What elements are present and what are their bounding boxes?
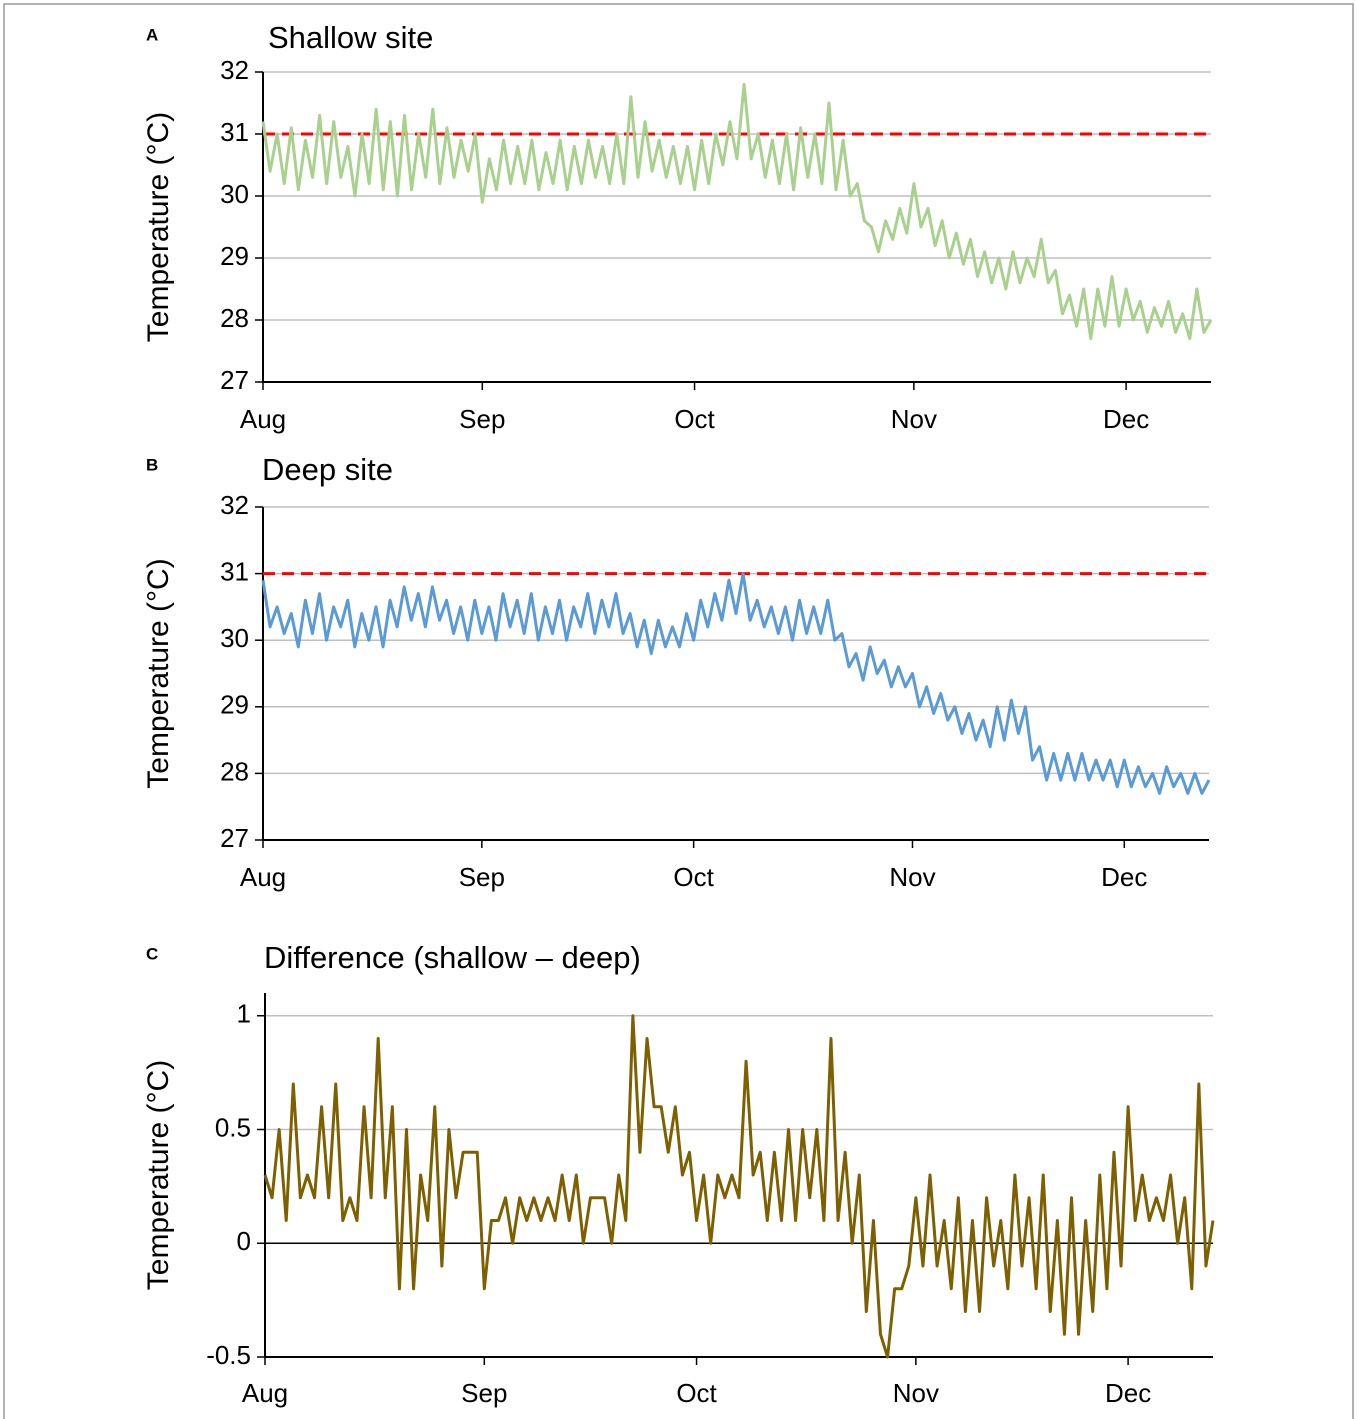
y-tick-label: 32: [220, 490, 249, 520]
y-tick-label: 30: [220, 179, 249, 209]
y-tick-label: 29: [220, 690, 249, 720]
panel-letter: C: [146, 944, 158, 963]
y-tick-label: 27: [220, 365, 249, 395]
y-tick-label: 28: [220, 756, 249, 786]
chart-title: Difference (shallow – deep): [264, 940, 641, 975]
y-axis-label: Temperature (°C): [142, 1060, 175, 1290]
y-axis-label: Temperature (°C): [142, 558, 175, 788]
y-tick-label: 28: [220, 303, 249, 333]
x-tick-label: Aug: [240, 862, 286, 892]
x-tick-label: Oct: [673, 862, 714, 892]
y-tick-label: 32: [220, 55, 249, 85]
y-tick-label: 27: [220, 823, 249, 853]
x-tick-label: Nov: [889, 862, 935, 892]
x-tick-label: Dec: [1101, 862, 1147, 892]
data-line: [263, 1014, 1215, 1359]
y-axis-label: Temperature (°C): [142, 112, 175, 342]
y-tick-label: 0: [237, 1226, 251, 1256]
chart-title: Deep site: [262, 452, 393, 487]
data-line: [261, 82, 1213, 341]
panel-letter: B: [146, 455, 158, 474]
x-tick-label: Oct: [674, 404, 715, 434]
chart-title: Shallow site: [268, 20, 433, 55]
data-line: [261, 572, 1211, 795]
x-tick-label: Sep: [461, 1378, 507, 1408]
y-tick-label: 31: [220, 556, 249, 586]
y-tick-label: 30: [220, 623, 249, 653]
figure-border: [3, 3, 1354, 1419]
y-tick-label: 1: [237, 999, 251, 1029]
y-tick-label: 29: [220, 241, 249, 271]
y-tick-label: 0.5: [215, 1112, 251, 1142]
panel-letter: A: [146, 25, 158, 44]
x-tick-label: Aug: [242, 1378, 288, 1408]
y-tick-label: 31: [220, 117, 249, 147]
x-tick-label: Nov: [893, 1378, 939, 1408]
x-tick-label: Dec: [1105, 1378, 1151, 1408]
x-tick-label: Sep: [459, 862, 505, 892]
x-tick-label: Aug: [240, 404, 286, 434]
y-tick-label: -0.5: [206, 1340, 251, 1370]
x-tick-label: Nov: [891, 404, 937, 434]
x-tick-label: Dec: [1103, 404, 1149, 434]
x-tick-label: Oct: [676, 1378, 717, 1408]
x-tick-label: Sep: [459, 404, 505, 434]
